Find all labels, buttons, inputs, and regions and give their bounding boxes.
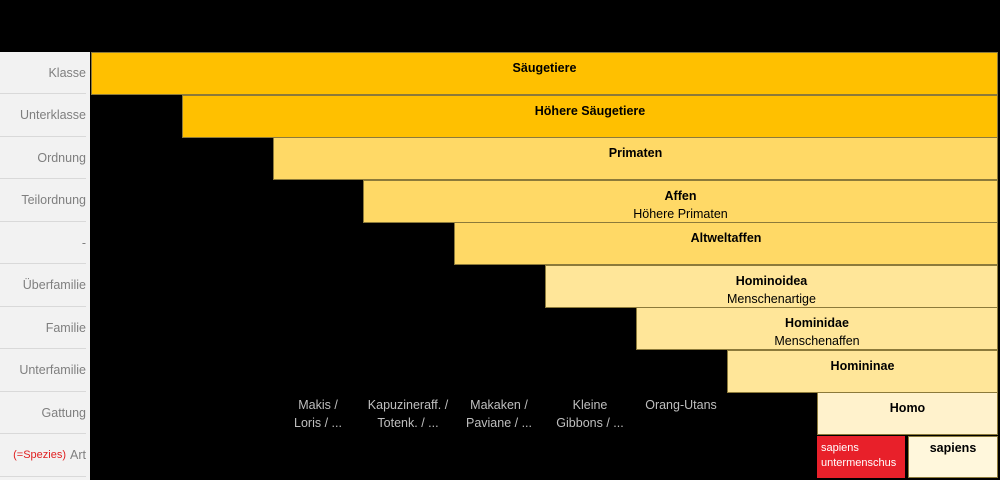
taxon-title: Hominoidea bbox=[735, 274, 808, 288]
rank-label: Klasse bbox=[0, 52, 86, 94]
rank-label: Gattung bbox=[0, 392, 86, 434]
other-genus-line2: Totenk. / ... bbox=[377, 416, 439, 430]
taxon-title: Altweltaffen bbox=[690, 231, 762, 245]
taxon-bar: Hominidae Menschenaffen bbox=[636, 307, 998, 350]
rank-label-text: Teilordnung bbox=[21, 193, 86, 207]
rank-label: Familie bbox=[0, 307, 86, 349]
species-box-red: sapiens untermenschus bbox=[817, 436, 905, 478]
other-genus-line1: Makis / bbox=[298, 398, 338, 412]
taxon-title: Homininae bbox=[830, 359, 895, 373]
rank-label-text: Ordnung bbox=[37, 150, 86, 165]
rank-label: Überfamilie bbox=[0, 265, 86, 307]
other-genus-line1: Makaken / bbox=[470, 398, 528, 412]
rank-label: (=Spezies) Art bbox=[0, 435, 86, 477]
other-genus-label: Orang-Utans bbox=[636, 396, 726, 414]
taxon-bar: Hominoidea Menschenartige bbox=[545, 265, 998, 308]
species-box-sapiens: sapiens bbox=[908, 436, 998, 478]
other-genus-label: Kleine Gibbons / ... bbox=[545, 396, 635, 432]
rank-label: Ordnung bbox=[0, 137, 86, 179]
other-genus-label: Kapuzineraff. / Totenk. / ... bbox=[363, 396, 453, 432]
taxon-bar: Affen Höhere Primaten bbox=[363, 180, 998, 223]
other-genus-line1: Kapuzineraff. / bbox=[367, 398, 449, 412]
taxon-title: Hominidae bbox=[785, 316, 849, 330]
other-genus-line1: Kleine bbox=[572, 398, 608, 412]
rank-label-text: - bbox=[81, 235, 86, 250]
rank-label-column bbox=[0, 52, 90, 480]
taxon-bar: Homo bbox=[817, 392, 998, 435]
rank-label-text: Klasse bbox=[48, 65, 86, 80]
rank-label: Teilordnung bbox=[0, 180, 86, 222]
rank-label-text: Art bbox=[70, 448, 86, 462]
taxon-subtitle: Menschenaffen bbox=[774, 334, 860, 348]
taxon-subtitle: Höhere Primaten bbox=[633, 207, 728, 221]
rank-label-text: Unterfamilie bbox=[19, 363, 86, 377]
other-genus-line2: Paviane / ... bbox=[465, 416, 532, 430]
taxon-title: Affen bbox=[664, 189, 697, 203]
taxon-title: Primaten bbox=[608, 146, 663, 160]
taxon-bar: Homininae bbox=[727, 350, 998, 393]
species-red-line2: untermenschus bbox=[821, 457, 897, 469]
rank-label-text: Familie bbox=[45, 320, 86, 335]
rank-label-text: Überfamilie bbox=[22, 278, 86, 292]
rank-label-prefix: (=Spezies) bbox=[13, 449, 67, 461]
other-genus-label: Makaken / Paviane / ... bbox=[454, 396, 544, 432]
rank-label-text: Unterklasse bbox=[20, 108, 86, 122]
rank-label: Unterklasse bbox=[0, 95, 86, 137]
species-sapiens-label: sapiens bbox=[929, 441, 977, 455]
rank-label: Unterfamilie bbox=[0, 350, 86, 392]
taxon-title: Höhere Säugetiere bbox=[534, 104, 646, 118]
taxon-title: Säugetiere bbox=[512, 61, 577, 75]
taxon-title: Homo bbox=[889, 401, 926, 415]
species-red-line1: sapiens bbox=[821, 442, 859, 454]
taxon-bar: Höhere Säugetiere bbox=[182, 95, 998, 138]
taxon-subtitle: Menschenartige bbox=[727, 292, 816, 306]
rank-label: - bbox=[0, 222, 86, 264]
other-genus-line1: Orang-Utans bbox=[645, 398, 717, 412]
other-genus-line2: Loris / ... bbox=[294, 416, 342, 430]
rank-label-text: Gattung bbox=[41, 405, 86, 420]
taxon-bar: Primaten bbox=[273, 137, 998, 180]
other-genus-label: Makis / Loris / ... bbox=[273, 396, 363, 432]
taxon-bar: Altweltaffen bbox=[454, 222, 998, 265]
other-genus-line2: Gibbons / ... bbox=[556, 416, 624, 430]
taxon-bar: Säugetiere bbox=[91, 52, 998, 95]
